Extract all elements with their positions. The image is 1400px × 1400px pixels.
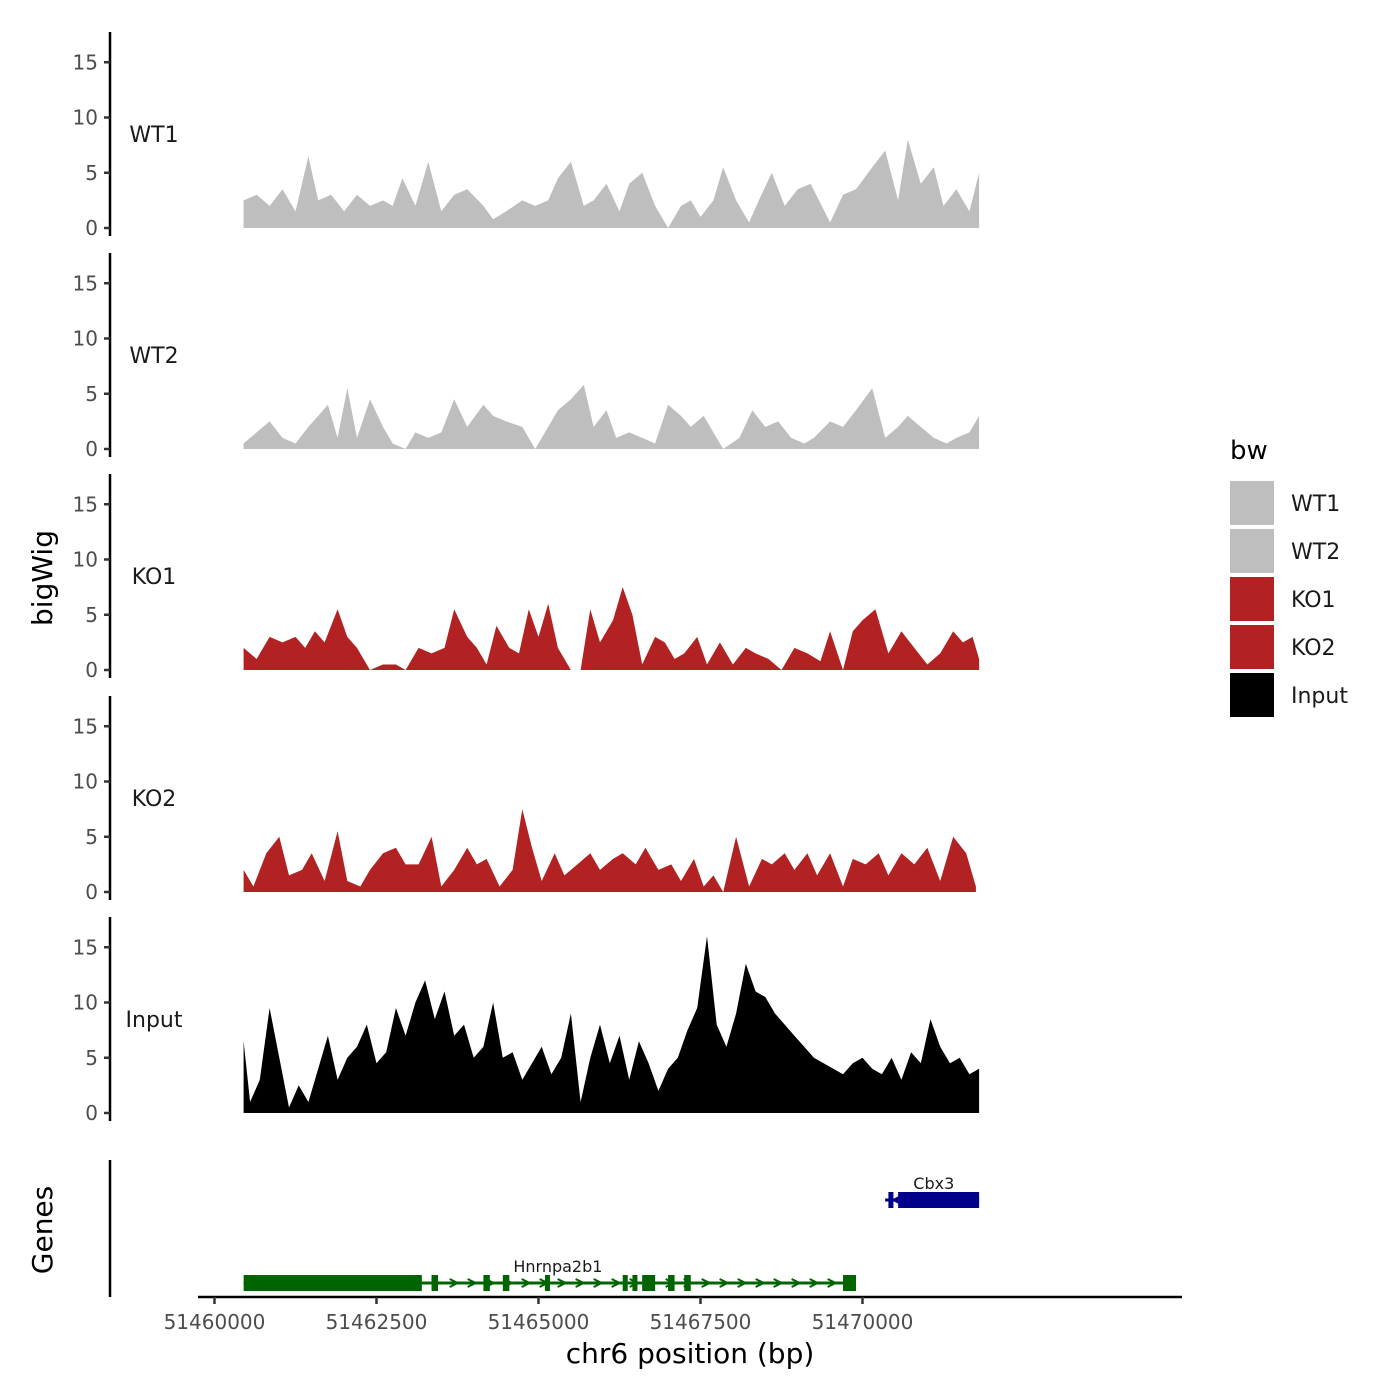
x-tick-label: 51465000 [488,1310,590,1334]
gene-label: Cbx3 [913,1174,954,1193]
strand-arrow [791,1278,802,1288]
gene-cbx3: Cbx3 [885,1174,980,1208]
y-tick-label: 10 [73,106,98,130]
x-tick-label: 51470000 [812,1310,914,1334]
y-tick-label: 15 [73,714,98,738]
track-label-input: Input [126,1008,183,1033]
y-tick-label: 10 [73,548,98,572]
y-tick-label: 10 [73,770,98,794]
strand-arrow [809,1278,820,1288]
legend-key-ko2 [1230,625,1274,669]
legend-label-ko1: KO1 [1291,588,1336,613]
gene-exon [483,1275,490,1291]
y-tick-label: 15 [73,271,98,295]
y-tick-label: 10 [73,327,98,351]
y-tick-label: 5 [85,1046,98,1070]
y-tick-label: 15 [73,492,98,516]
strand-arrow [611,1278,622,1288]
y-tick-label: 5 [85,161,98,185]
genes-panel: Hnrnpa2b1 Cbx3 [108,1160,980,1297]
y-tick-label: 0 [85,880,98,904]
legend-title: bw [1230,436,1268,466]
area-wt1 [243,139,980,228]
area-ko2 [243,809,976,892]
legend-key-ko1 [1230,577,1274,621]
strand-arrow [755,1278,766,1288]
gene-exon [632,1275,638,1291]
track-label-ko2: KO2 [132,787,177,812]
gene-exon [544,1275,550,1291]
gene-exon [431,1275,439,1291]
strand-arrow [521,1278,532,1288]
x-axis-title: chr6 position (bp) [566,1337,815,1370]
track-panels: 0 5 10 15 WT1 0 5 10 15 WT2 0 5 10 15 KO1 0 5 10 15 KO2 0 5 10… [73,32,980,1125]
gene-label: Hnrnpa2b1 [513,1257,602,1276]
legend-label-wt2: WT2 [1291,540,1340,565]
gene-exon [898,1192,980,1208]
gene-exon [642,1275,656,1291]
strand-arrow [737,1278,748,1288]
strand-arrow [449,1278,460,1288]
legend-label-ko2: KO2 [1291,636,1336,661]
gene-exon [888,1192,894,1208]
track-label-wt1: WT1 [129,123,178,148]
track-label-wt2: WT2 [129,344,178,369]
y-tick-label: 0 [85,437,98,461]
gene-exon [243,1275,422,1291]
track-ko2: 0 5 10 15 KO2 [73,696,976,904]
x-tick-label: 51462500 [326,1310,428,1334]
track-wt2: 0 5 10 15 WT2 [73,253,980,461]
x-axis: 51460000 51462500 51465000 51467500 51470000 [164,1295,1182,1334]
strand-arrow [557,1278,568,1288]
legend: bw WT1 WT2 KO1 KO2 Input [1230,436,1348,717]
strand-arrow [701,1278,712,1288]
y-axis-title: bigWig [26,530,59,626]
area-ko1 [243,587,980,670]
legend-key-input [1230,673,1274,717]
track-input: 0 5 10 15 Input [73,917,980,1125]
track-wt1: 0 5 10 15 WT1 [73,32,980,240]
gene-hnrnpa2b1: Hnrnpa2b1 [243,1257,856,1291]
track-label-ko1: KO1 [132,565,177,590]
area-wt2 [243,384,980,449]
gene-exon [668,1275,675,1291]
strand-arrow [593,1278,604,1288]
x-tick-label: 51467500 [650,1310,752,1334]
legend-label-input: Input [1291,684,1348,709]
y-tick-label: 0 [85,1101,98,1125]
strand-arrow [719,1278,730,1288]
y-tick-label: 5 [85,603,98,627]
gene-exon [684,1275,691,1291]
y-tick-label: 15 [73,935,98,959]
legend-label-wt1: WT1 [1291,492,1340,517]
track-ko1: 0 5 10 15 KO1 [73,474,980,682]
y-tick-label: 5 [85,382,98,406]
strand-arrow [773,1278,784,1288]
legend-key-wt2 [1230,529,1274,573]
y-tick-label: 15 [73,50,98,74]
genes-axis-title: Genes [26,1186,59,1274]
x-tick-label: 51460000 [164,1310,266,1334]
y-tick-label: 5 [85,825,98,849]
strand-arrow [575,1278,586,1288]
y-tick-label: 0 [85,658,98,682]
y-tick-label: 10 [73,991,98,1015]
strand-arrow [467,1278,478,1288]
y-tick-label: 0 [85,216,98,240]
strand-arrow [629,1278,640,1288]
legend-key-wt1 [1230,481,1274,525]
gene-exon [502,1275,510,1291]
strand-arrow [827,1278,838,1288]
gene-exon [843,1275,856,1291]
area-input [243,936,980,1113]
gene-exon [622,1275,628,1291]
